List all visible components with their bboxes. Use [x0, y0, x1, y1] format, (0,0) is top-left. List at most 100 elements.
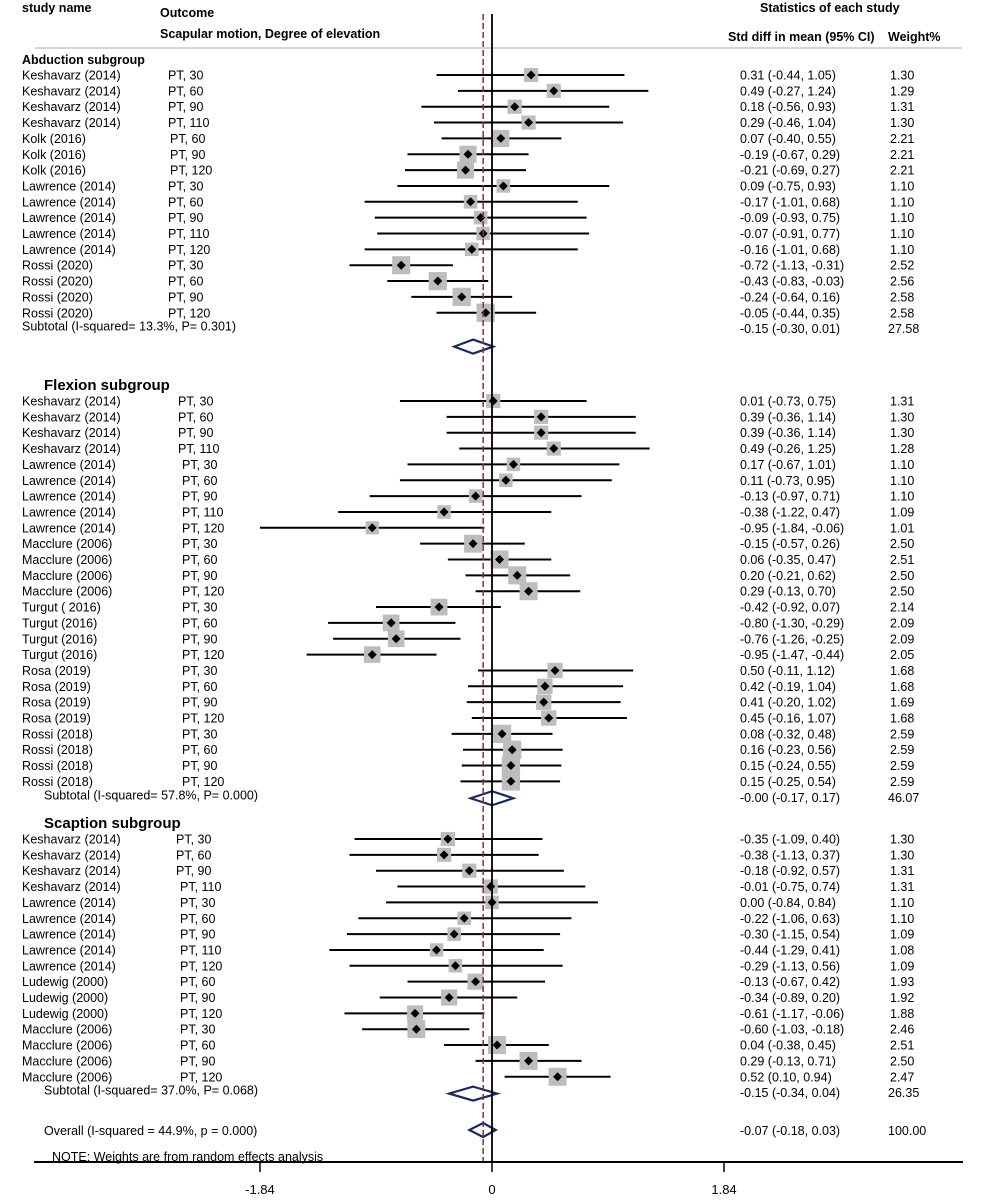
- outcome-label: PT, 60: [168, 195, 203, 209]
- study-row: Ludewig (2000) PT, 90 -0.34 (-0.89, 0.20) 1…: [22, 989, 914, 1006]
- study-label: Keshavarz (2014): [22, 84, 121, 98]
- study-label: Lawrence (2014): [22, 928, 116, 942]
- study-label: Turgut (2016): [22, 648, 97, 662]
- ci-text: -0.95 (-1.47, -0.44): [740, 648, 844, 662]
- ci-text: -0.21 (-0.69, 0.27): [740, 164, 840, 178]
- ci-text: -0.13 (-0.97, 0.71): [740, 490, 840, 504]
- study-row: Rossi (2018) PT, 120 0.15 (-0.25, 0.54) 2.5…: [22, 772, 914, 791]
- study-row: Keshavarz (2014) PT, 30 0.01 (-0.73, 0.75)…: [22, 393, 914, 409]
- study-label: Lawrence (2014): [22, 490, 116, 504]
- ci-text: -0.22 (-1.06, 0.63): [740, 912, 840, 926]
- study-label: Rossi (2018): [22, 743, 93, 757]
- weight-text: 1.68: [890, 664, 914, 678]
- study-label: Keshavarz (2014): [22, 426, 121, 440]
- weight-text: 2.21: [890, 164, 914, 178]
- ci-text: -0.76 (-1.26, -0.25): [740, 632, 844, 646]
- point-estimate: [464, 866, 474, 876]
- ci-text: -0.44 (-1.29, 0.41): [740, 943, 840, 957]
- point-estimate: [468, 539, 478, 549]
- weight-text: 1.10: [890, 227, 914, 241]
- ci-text: -0.17 (-1.01, 0.68): [740, 195, 840, 209]
- outcome-label: PT, 120: [168, 306, 210, 320]
- study-row: Keshavarz (2014) PT, 90 0.39 (-0.36, 1.14)…: [22, 425, 914, 440]
- ci-column-header: Std diff in mean (95% CI): [728, 30, 875, 44]
- study-label: Keshavarz (2014): [22, 116, 121, 130]
- study-label: Keshavarz (2014): [22, 442, 121, 456]
- point-estimate: [553, 1072, 563, 1082]
- ci-text: 0.16 (-0.23, 0.56): [740, 743, 836, 757]
- point-estimate: [498, 181, 508, 191]
- study-label: Rossi (2018): [22, 727, 93, 741]
- study-row: Ludewig (2000) PT, 120 -0.61 (-1.17, -0.06…: [22, 1005, 914, 1022]
- point-estimate: [444, 993, 454, 1002]
- study-row: Ludewig (2000) PT, 60 -0.13 (-0.67, 0.42) 1…: [22, 973, 914, 990]
- study-label: Lawrence (2014): [22, 195, 116, 209]
- point-estimate: [536, 412, 546, 422]
- point-estimate: [540, 681, 550, 691]
- ci-text: 0.49 (-0.27, 1.24): [740, 84, 836, 98]
- outcome-label: PT, 120: [182, 775, 224, 789]
- study-label: Macclure (2006): [22, 585, 112, 599]
- subtotal-ci-text: -0.00 (-0.17, 0.17): [740, 791, 840, 805]
- weight-text: 2.59: [890, 775, 914, 789]
- point-estimate: [549, 444, 559, 454]
- ci-text: -0.15 (-0.57, 0.26): [740, 537, 840, 551]
- point-estimate: [457, 292, 467, 302]
- study-label: Lawrence (2014): [22, 521, 116, 535]
- study-row: Rosa (2019) PT, 60 0.42 (-0.19, 1.04) 1.68: [22, 678, 914, 694]
- weight-text: 1.31: [890, 880, 914, 894]
- point-estimate: [496, 133, 506, 143]
- study-row: Macclure (2006) PT, 30 -0.15 (-0.57, 0.26)…: [22, 534, 914, 553]
- outcome-label: PT, 120: [180, 959, 222, 973]
- study-label: Lawrence (2014): [22, 243, 116, 257]
- study-label: Rossi (2018): [22, 759, 93, 773]
- study-label: Macclure (2006): [22, 1023, 112, 1037]
- study-row: Rosa (2019) PT, 30 0.50 (-0.11, 1.12) 1.68: [22, 662, 914, 679]
- study-row: Macclure (2006) PT, 60 0.06 (-0.35, 0.47) 2…: [22, 550, 914, 569]
- study-label: Lawrence (2014): [22, 943, 116, 957]
- point-estimate: [367, 523, 377, 533]
- outcome-label: PT, 30: [180, 1023, 215, 1037]
- subgroup-1: Abduction subgroup Keshavarz (2014) PT, 30…: [22, 53, 919, 336]
- study-row: Macclure (2006) PT, 30 -0.60 (-1.03, -0.18…: [22, 1020, 914, 1039]
- study-row: Turgut (2016) PT, 120 -0.95 (-1.47, -0.44)…: [22, 646, 914, 663]
- weight-text: 1.01: [890, 521, 914, 535]
- outcome-label: PT, 30: [168, 69, 203, 83]
- study-label: Macclure (2006): [22, 1070, 112, 1084]
- study-label: Turgut ( 2016): [22, 601, 101, 615]
- point-estimate: [497, 729, 507, 739]
- study-row: Kolk (2016) PT, 90 -0.19 (-0.67, 0.29) 2.21: [22, 145, 914, 163]
- subtotal-label: Subtotal (I-squared= 13.3%, P= 0.301): [22, 320, 236, 334]
- ci-text: 0.42 (-0.19, 1.04): [740, 680, 836, 694]
- ci-text: -0.38 (-1.13, 0.37): [740, 848, 840, 862]
- study-row: Keshavarz (2014) PT, 90 0.18 (-0.56, 0.93)…: [22, 99, 914, 114]
- outcome-label: PT, 90: [168, 290, 203, 304]
- study-name-header: study name: [22, 1, 92, 15]
- ci-text: 0.29 (-0.46, 1.04): [740, 116, 836, 130]
- outcome-label: PT, 30: [168, 259, 203, 273]
- ci-text: 0.50 (-0.11, 1.12): [740, 664, 835, 678]
- weight-text: 1.69: [890, 696, 914, 710]
- weight-text: 2.50: [890, 585, 914, 599]
- overall-diamond: [466, 1121, 499, 1139]
- study-label: Ludewig (2000): [22, 975, 108, 989]
- study-row: Rossi (2020) PT, 30 -0.72 (-1.13, -0.31) 2.…: [22, 256, 914, 275]
- ci-text: -0.13 (-0.67, 0.42): [740, 975, 840, 989]
- plot-area: Abduction subgroup Keshavarz (2014) PT, 30…: [22, 14, 926, 1162]
- point-estimate: [391, 634, 401, 644]
- ci-text: -0.29 (-1.13, 0.56): [740, 959, 840, 973]
- subgroup-title: Abduction subgroup: [22, 53, 145, 67]
- weight-text: 1.10: [890, 211, 914, 225]
- study-label: Turgut (2016): [22, 616, 97, 630]
- point-estimate: [512, 570, 522, 580]
- outcome-label: PT, 120: [180, 1007, 222, 1021]
- subtotal-weight-text: 46.07: [888, 791, 919, 805]
- point-estimate: [550, 665, 560, 675]
- axis-tick-label: 0: [488, 1182, 495, 1197]
- weight-text: 1.31: [890, 395, 914, 409]
- weight-text: 1.09: [890, 928, 914, 942]
- weight-text: 1.30: [890, 410, 914, 424]
- outcome-label: PT, 120: [182, 648, 224, 662]
- subgroup-title: Scaption subgroup: [44, 815, 181, 832]
